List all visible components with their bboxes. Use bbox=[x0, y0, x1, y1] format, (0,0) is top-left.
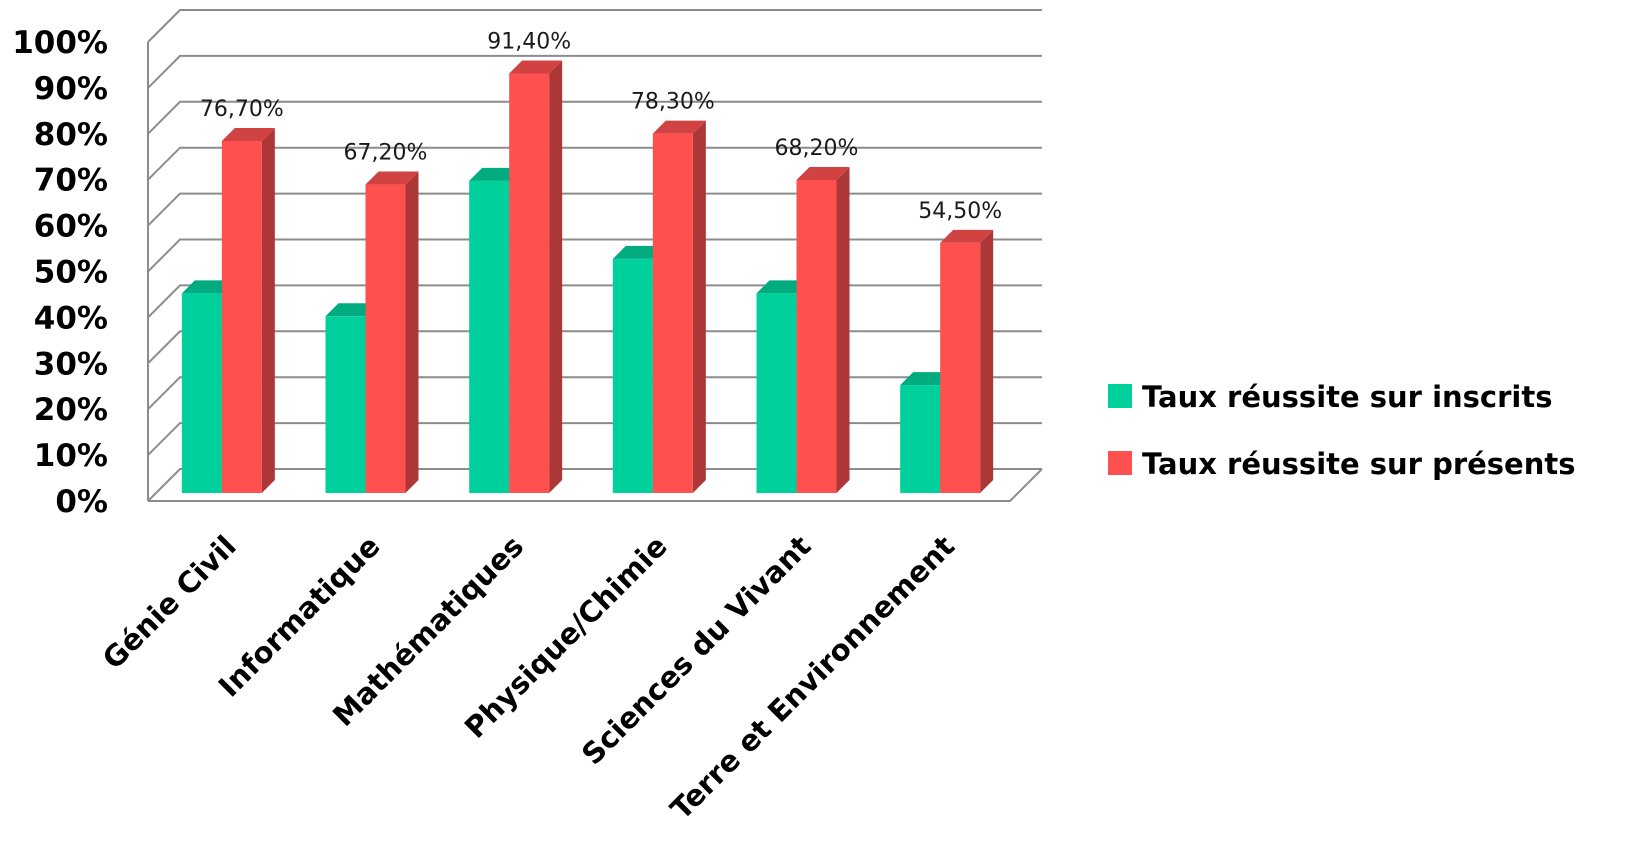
bar-presents bbox=[509, 60, 563, 493]
bar-top bbox=[181, 280, 235, 294]
x-tick-label: Génie Civil bbox=[96, 529, 243, 676]
legend: Taux réussite sur inscrits Taux réussite… bbox=[1108, 380, 1576, 481]
bar-front bbox=[796, 179, 837, 493]
bar-top bbox=[469, 167, 523, 181]
x-tick-label: Sciences du Vivant bbox=[575, 529, 818, 772]
y-tick-label: 60% bbox=[34, 209, 108, 245]
bar-front bbox=[469, 180, 510, 493]
data-label: 68,20% bbox=[775, 136, 859, 161]
category-labels: Génie CivilInformatiqueMathématiquesPhys… bbox=[96, 529, 961, 826]
legend-swatch-inscrits bbox=[1108, 384, 1132, 408]
y-tick-label: 40% bbox=[34, 300, 108, 336]
y-tick-label: 0% bbox=[55, 484, 108, 520]
bar-top bbox=[221, 127, 275, 141]
bar-front bbox=[900, 385, 941, 493]
x-tick-label: Terre et Environnement bbox=[664, 529, 961, 826]
bar-presents bbox=[365, 171, 419, 493]
bar-side bbox=[836, 166, 850, 493]
bar-front bbox=[612, 258, 653, 493]
bar-presents bbox=[221, 127, 275, 494]
bar-front bbox=[940, 242, 981, 493]
data-label: 67,20% bbox=[344, 141, 428, 166]
gridline bbox=[147, 330, 1042, 365]
bars bbox=[181, 60, 994, 494]
bar-presents bbox=[796, 166, 850, 493]
gridline bbox=[147, 54, 1042, 89]
legend-label-inscrits: Taux réussite sur inscrits bbox=[1142, 380, 1552, 414]
y-tick-label: 80% bbox=[34, 117, 108, 153]
bar-presents bbox=[940, 229, 994, 493]
bar-front bbox=[756, 293, 797, 493]
bar-side bbox=[692, 120, 706, 493]
y-tick-label: 100% bbox=[12, 25, 108, 61]
bar-side bbox=[261, 127, 275, 494]
bar-front bbox=[181, 293, 222, 493]
bar-top bbox=[612, 245, 666, 259]
bar-top bbox=[756, 280, 810, 294]
gridline bbox=[147, 468, 1042, 502]
y-tick-label: 20% bbox=[34, 392, 108, 428]
y-tick-label: 70% bbox=[34, 163, 108, 199]
bar-top bbox=[940, 229, 994, 243]
bar-top bbox=[365, 171, 419, 185]
gridline bbox=[147, 100, 1042, 135]
bar-top bbox=[509, 60, 563, 74]
bar-side bbox=[549, 60, 563, 493]
gridline bbox=[147, 192, 1042, 227]
bar-front bbox=[325, 316, 366, 493]
bar-top bbox=[652, 120, 706, 134]
bar-side bbox=[980, 229, 994, 493]
bar-top bbox=[900, 372, 954, 386]
x-axis-line bbox=[148, 468, 1043, 502]
legend-swatch-presents bbox=[1108, 451, 1132, 475]
axes: 0% 10% 20% 30% 40% 50% 60% 70% 80% 90% 100% bbox=[12, 25, 1043, 520]
gridline bbox=[147, 238, 1042, 273]
gridline bbox=[147, 146, 1042, 181]
gridlines bbox=[147, 9, 1042, 502]
y-tick-label: 10% bbox=[34, 438, 108, 474]
y-tick-label: 50% bbox=[34, 255, 108, 291]
bar-front bbox=[652, 133, 693, 493]
gridline bbox=[147, 422, 1042, 456]
bar-front bbox=[509, 73, 550, 493]
data-labels: 76,70% 67,20% 91,40% 78,30% 68,20% 54,50% bbox=[200, 29, 1002, 223]
bar-top bbox=[325, 303, 379, 317]
data-label: 91,40% bbox=[487, 29, 571, 54]
data-label: 78,30% bbox=[631, 90, 715, 115]
data-label: 54,50% bbox=[918, 199, 1002, 224]
legend-label-presents: Taux réussite sur présents bbox=[1142, 447, 1576, 481]
gridline bbox=[147, 9, 1042, 43]
bar-front bbox=[365, 184, 406, 493]
data-label: 76,70% bbox=[200, 97, 284, 122]
y-tick-label: 90% bbox=[34, 71, 108, 107]
gridline bbox=[147, 284, 1042, 319]
gridline bbox=[147, 376, 1042, 410]
bar-presents bbox=[652, 120, 706, 493]
bar-side bbox=[405, 171, 419, 493]
y-tick-label: 30% bbox=[34, 346, 108, 382]
bar-top bbox=[796, 166, 850, 180]
bar-front bbox=[221, 140, 262, 493]
